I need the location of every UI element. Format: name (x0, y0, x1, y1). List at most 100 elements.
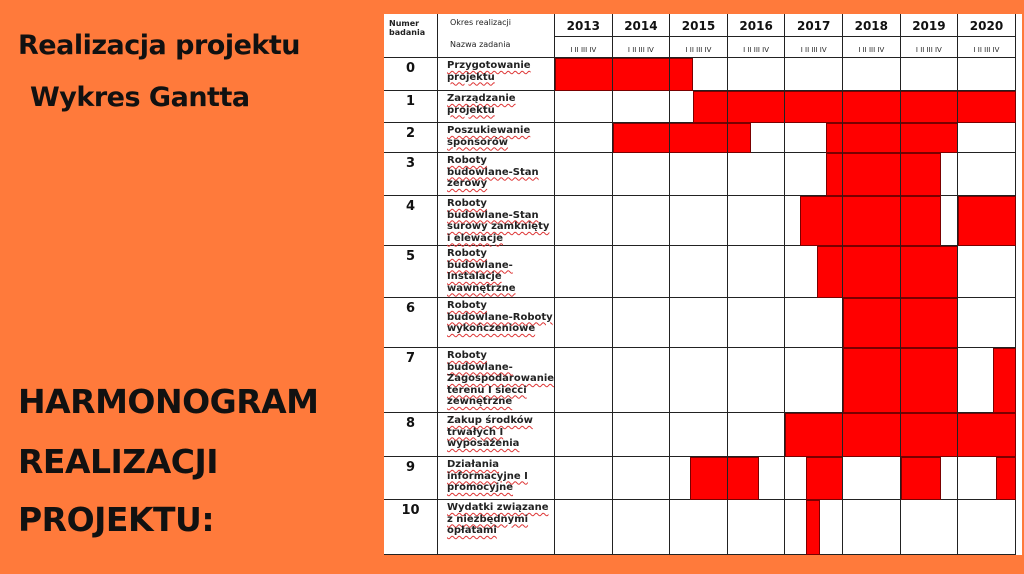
grid-cell (555, 153, 613, 196)
heading-line-1: HARMONOGRAM (18, 382, 319, 421)
grid-cell (958, 58, 1016, 91)
grid-cell (612, 500, 671, 555)
grid-cell (612, 196, 671, 246)
grid-cell (555, 348, 613, 413)
grid-cell (958, 123, 1016, 153)
task-bar (992, 348, 1016, 413)
task-bar (799, 196, 941, 246)
heading-line-3: PROJEKTU: (18, 500, 215, 539)
grid-cell (727, 246, 786, 298)
grid-cell (612, 91, 671, 123)
task-bar (612, 123, 751, 153)
grid-cell (727, 348, 786, 413)
year-gridline (611, 58, 613, 555)
grid-cell (612, 413, 671, 457)
grid-cell (555, 298, 613, 348)
grid-cell (555, 246, 613, 298)
year-gridline (669, 58, 671, 555)
year-label: 2013 (555, 14, 613, 37)
grid-cell (958, 298, 1016, 348)
task-bar (825, 123, 959, 153)
grid-cell (612, 348, 671, 413)
grid-cell (670, 500, 728, 555)
quarter-label: I II III IV (670, 37, 728, 58)
header-period: Okres realizacji (450, 18, 512, 27)
task-name: Roboty budowlane-Instalacje wawnętrzne (438, 246, 555, 298)
task-number: 9 (384, 457, 438, 500)
task-bar (843, 348, 959, 413)
task-bar (693, 91, 1016, 123)
task-bar (817, 246, 959, 298)
task-bar (555, 58, 694, 91)
task-name: Działania informacyjne I promocyjne (438, 457, 555, 500)
grid-cell (670, 348, 728, 413)
task-bar (805, 457, 843, 500)
grid-cell (555, 413, 613, 457)
task-number: 0 (384, 58, 438, 91)
grid-cell (555, 457, 613, 500)
grid-cell (785, 348, 843, 413)
grid-cell (670, 246, 728, 298)
task-number: 3 (384, 153, 438, 196)
task-name: Roboty budowlane-Zagospodarowanie terenu… (438, 348, 555, 413)
header-name: Okres realizacji Nazwa zadania (438, 14, 555, 58)
grid-cell (785, 298, 843, 348)
grid-cell (727, 58, 786, 91)
heading-line-2: REALIZACJI (18, 442, 219, 481)
task-number: 8 (384, 413, 438, 457)
grid-cell (900, 500, 959, 555)
year-label: 2018 (843, 14, 901, 37)
task-bar (995, 457, 1016, 500)
task-bar (690, 457, 760, 500)
task-number: 4 (384, 196, 438, 246)
grid-cell (670, 196, 728, 246)
grid-cell (670, 413, 728, 457)
gantt-chart: Numer badania Okres realizacji Nazwa zad… (384, 14, 1022, 555)
year-gridline (899, 58, 901, 555)
task-number: 7 (384, 348, 438, 413)
grid-cell (555, 123, 613, 153)
slide-title: Realizacja projektu (18, 30, 301, 61)
quarter-label: I II III IV (785, 37, 843, 58)
grid-cell (843, 58, 901, 91)
grid-cell (843, 457, 901, 500)
task-number: 1 (384, 91, 438, 123)
grid-cell (727, 196, 786, 246)
grid-cell (958, 246, 1016, 298)
grid-cell (670, 298, 728, 348)
task-bar (843, 298, 959, 348)
task-name: Przygotowanie projektu (438, 58, 555, 91)
grid-cell (670, 153, 728, 196)
grid-cell (727, 153, 786, 196)
grid-cell (727, 298, 786, 348)
task-bar (805, 500, 820, 555)
slide-subtitle: Wykres Gantta (30, 82, 250, 113)
year-label: 2014 (612, 14, 671, 37)
grid-cell (785, 58, 843, 91)
grid-cell (900, 58, 959, 91)
grid-cell (843, 500, 901, 555)
quarter-label: I II III IV (843, 37, 901, 58)
year-gridline (842, 58, 843, 555)
year-label: 2017 (785, 14, 843, 37)
task-name: Poszukiewanie sponsorów (438, 123, 555, 153)
quarter-label: I II III IV (612, 37, 671, 58)
year-label: 2020 (958, 14, 1016, 37)
quarter-label: I II III IV (727, 37, 786, 58)
task-bar (825, 153, 941, 196)
header-number: Numer badania (384, 14, 438, 58)
year-gridline (726, 58, 728, 555)
grid-cell (727, 500, 786, 555)
task-name: Wydatki związane z niezbędnymi opłatami (438, 500, 555, 555)
task-name: Zarządzanie projektu (438, 91, 555, 123)
task-name: Roboty budowlane-Roboty wykończeniowe (438, 298, 555, 348)
header-task: Nazwa zadania (450, 40, 511, 49)
grid-cell (555, 196, 613, 246)
year-label: 2016 (727, 14, 786, 37)
task-name: Roboty budowlane-Stan surowy zamknięty i… (438, 196, 555, 246)
grid-cell (612, 457, 671, 500)
grid-cell (555, 500, 613, 555)
task-number: 6 (384, 298, 438, 348)
grid-cell (555, 91, 613, 123)
grid-cell (612, 298, 671, 348)
